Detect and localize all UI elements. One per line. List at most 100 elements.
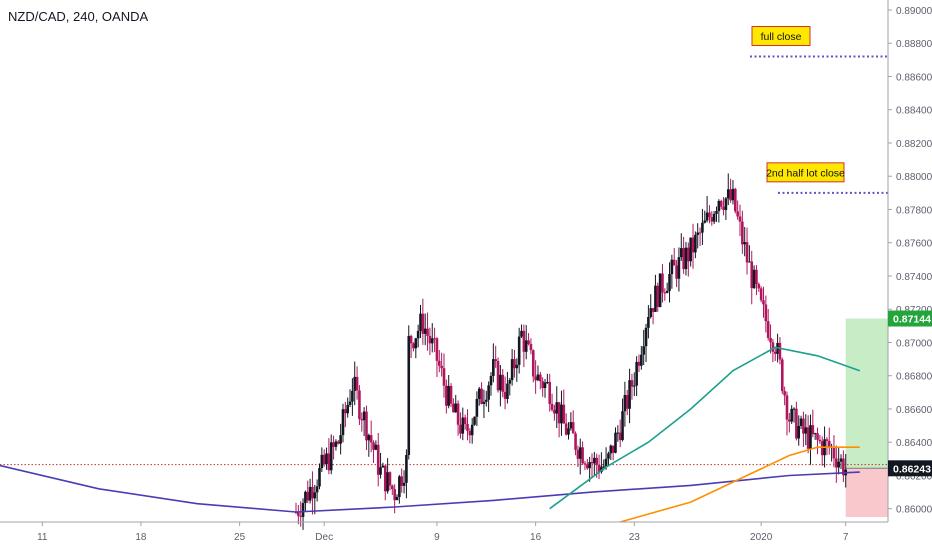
candle-body [783,391,786,396]
candle-body [832,446,836,459]
candle-body [795,408,798,439]
candle-body [332,442,335,447]
candle-body [496,360,500,391]
candle-body [362,411,366,421]
candle-body [562,404,566,424]
price-tick-label: 0.88600 [896,72,932,83]
candle-body [656,285,660,308]
candle-body [647,316,650,328]
price-tick-label: 0.88000 [896,172,932,183]
candle-body [595,457,598,465]
candle-body [804,427,808,434]
candle-body [386,472,389,492]
candle-body [604,458,608,467]
candle-body [778,342,782,360]
candle-body [428,335,432,344]
candle-body [780,359,784,392]
candle-body [527,340,530,345]
candle-body [827,440,831,448]
candle-body [419,313,422,331]
candle-body [557,402,561,424]
candle-body [487,385,490,400]
candle-body [736,211,739,217]
candle-body [299,515,302,517]
annotation-label: 2nd half lot close [766,167,845,179]
candle-body [649,308,653,317]
candle-body [602,466,606,468]
candle-body [764,304,768,322]
candle-body [306,491,310,501]
candle-body [773,351,777,354]
candle-body [489,375,493,386]
candle-body [506,383,509,399]
candle-body [741,221,744,245]
candle-body [818,439,822,442]
candle-body [569,422,573,429]
candle-body [492,359,495,376]
candle-body [475,398,479,417]
candle-body [618,432,622,441]
candle-body [416,330,420,339]
candle-body [668,274,671,291]
candle-body [400,476,404,486]
candle-body [790,408,793,422]
candle-body [449,385,453,404]
price-tick-label: 0.86200 [896,471,932,482]
candle-body [438,360,441,366]
candle-body [684,247,688,270]
candle-body [729,189,732,201]
candle-body [703,220,707,223]
candle-body [694,234,697,253]
candle-body [837,461,840,468]
candle-body [797,425,801,439]
price-tag-bg [888,310,932,327]
candle-body [473,416,476,425]
price-tag-label: 0.86243 [893,463,931,475]
candle-body [698,232,702,234]
candle-body [539,374,542,382]
candle-body [393,489,396,501]
candle-body [715,211,718,214]
candle-body [499,374,502,391]
candle-body [433,338,436,340]
candle-body [510,359,514,381]
candle-body [611,445,615,453]
candle-body [304,491,307,504]
candle-body [679,248,683,258]
candle-body [642,346,645,355]
candle-body [625,395,629,409]
candle-body [762,300,765,305]
candle-body [799,418,803,426]
candle-body [574,433,577,450]
candle-body [564,423,568,435]
annotation-label: full close [761,31,802,43]
candle-body [623,395,627,412]
candle-body [722,206,725,210]
candle-body [654,285,657,312]
candle-body [806,427,810,449]
candle-body [689,237,692,262]
candle-body [484,399,488,402]
candle-body [590,461,594,464]
annotation-box [751,26,811,47]
price-tick-label: 0.87400 [896,272,932,283]
candle-body [609,445,613,454]
candle-body [445,385,448,406]
candle-body [632,385,636,387]
candle-body [442,368,446,386]
candle-body [811,425,815,435]
price-tick-label: 0.87000 [896,338,932,349]
candle-body [555,402,559,414]
price-tick-label: 0.86400 [896,438,932,449]
candle-body [708,212,711,218]
price-tick-label: 0.86600 [896,405,932,416]
candle-body [588,461,591,469]
candle-body [553,409,556,414]
target-zone [845,318,888,469]
candle-body [771,342,775,352]
candle-body [792,408,796,410]
candle-body [470,424,474,436]
moving-average-line-1 [0,464,860,513]
